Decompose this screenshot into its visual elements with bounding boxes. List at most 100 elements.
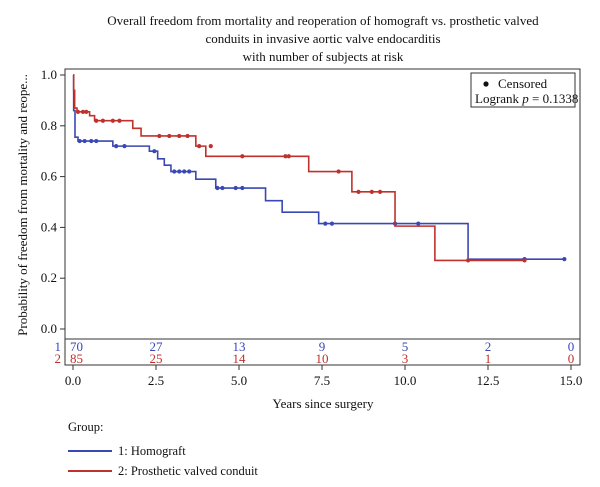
- censor-point: [94, 118, 99, 123]
- censored-label: Censored: [498, 76, 548, 91]
- censor-point: [152, 149, 157, 154]
- legend-swatch-prosthetic: [68, 470, 112, 472]
- x-tick-label: 7.5: [314, 373, 330, 388]
- survival-curve-2: [72, 74, 525, 262]
- at-risk-count: 85: [70, 351, 83, 366]
- x-tick-label: 12.5: [477, 373, 500, 388]
- censor-point: [369, 189, 374, 194]
- censor-point: [122, 144, 127, 149]
- at-risk-count: 14: [233, 351, 247, 366]
- censor-point: [283, 154, 288, 159]
- x-axis-label: Years since surgery: [273, 396, 374, 411]
- censor-point: [167, 133, 172, 139]
- censor-point: [94, 138, 99, 144]
- y-tick-label: 0.2: [41, 270, 57, 285]
- censor-point: [336, 169, 341, 174]
- censor-point: [286, 154, 291, 159]
- logrank-p: p: [521, 91, 529, 106]
- censored-marker-icon: [483, 81, 489, 87]
- censor-point: [114, 144, 119, 149]
- censored-legend-box: Censored Logrank p = 0.1338: [470, 72, 578, 108]
- at-risk-count: 70: [70, 339, 83, 354]
- censor-point: [80, 109, 86, 114]
- censor-point: [215, 185, 220, 191]
- at-risk-row-label: 2: [55, 351, 62, 366]
- censor-point: [82, 138, 87, 144]
- at-risk-count: 3: [402, 351, 409, 366]
- logrank-text: Logrank p = 0.1338: [475, 91, 578, 106]
- y-tick-label: 0.6: [41, 169, 58, 184]
- chart-title: Overall freedom from mortality and reope…: [107, 13, 539, 64]
- censor-point: [84, 109, 89, 114]
- at-risk-count: 25: [150, 351, 163, 366]
- legend-item-prosthetic: 2: Prosthetic valved conduit: [68, 461, 258, 481]
- group-legend-title: Group:: [68, 420, 104, 434]
- logrank-value: = 0.1338: [529, 91, 579, 106]
- chart-title-line-1: Overall freedom from mortality and reope…: [107, 13, 539, 28]
- y-tick-label: 0.0: [41, 321, 57, 336]
- y-axis: 0.0 0.2 0.4 0.6 0.8 1.0: [41, 67, 65, 336]
- series-layer: [72, 74, 567, 263]
- censor-point: [182, 169, 187, 174]
- legend-label-homograft: 1: Homograft: [118, 443, 186, 458]
- at-risk-count: 2: [485, 339, 492, 354]
- censor-point: [172, 169, 177, 174]
- y-tick-label: 0.8: [41, 118, 57, 133]
- censor-point: [197, 144, 202, 149]
- series-2: [72, 74, 527, 263]
- censor-point: [562, 257, 567, 262]
- plot-frame: [64, 68, 581, 366]
- at-risk-count: 13: [233, 339, 246, 354]
- censor-point: [77, 138, 82, 144]
- censor-point: [323, 221, 328, 226]
- legend-swatch-homograft: [68, 450, 112, 452]
- group-legend: Group: 1: Homograft 2: Prosthetic valved…: [68, 420, 258, 481]
- censor-point: [177, 169, 182, 174]
- censor-point: [233, 185, 238, 191]
- x-tick-label: 5.0: [231, 373, 247, 388]
- legend-label-prosthetic: 2: Prosthetic valved conduit: [118, 463, 258, 478]
- x-tick-label: 15.0: [560, 373, 583, 388]
- x-tick-label: 0.0: [65, 373, 81, 388]
- censor-point: [465, 258, 471, 263]
- at-risk-count: 5: [402, 339, 409, 354]
- survival-curve-1: [72, 74, 565, 260]
- logrank-prefix: Logrank: [475, 91, 522, 106]
- legend-item-homograft: 1: Homograft: [68, 441, 258, 461]
- x-tick-label: 2.5: [148, 373, 164, 388]
- at-risk-count: 0: [568, 351, 575, 366]
- censor-point: [157, 133, 162, 139]
- at-risk-row-label: 1: [55, 339, 62, 354]
- at-risk-count: 0: [568, 339, 575, 354]
- censor-point: [208, 144, 213, 149]
- chart-title-line-3: with number of subjects at risk: [243, 49, 404, 64]
- at-risk-table: 1 70 27 13 9 5 2 02 85 25 14 10 3 1 0: [55, 339, 575, 366]
- censor-point: [187, 169, 192, 174]
- at-risk-count: 27: [150, 339, 164, 354]
- x-tick-label: 10.0: [394, 373, 417, 388]
- censor-point: [522, 258, 527, 263]
- censor-point: [240, 154, 245, 159]
- censor-point: [100, 118, 105, 123]
- y-tick-label: 0.4: [41, 219, 58, 234]
- censor-point: [356, 189, 361, 194]
- censor-point: [185, 133, 190, 139]
- censor-point: [378, 189, 383, 194]
- censor-point: [416, 221, 421, 226]
- censor-point: [89, 138, 94, 144]
- y-axis-label: Probability of freedom from mortality an…: [15, 74, 30, 336]
- censor-point: [75, 109, 81, 114]
- at-risk-count: 9: [319, 339, 326, 354]
- x-axis: 0.0 2.5 5.0 7.5 10.0 12.5 15.0: [65, 365, 583, 388]
- censor-point: [240, 185, 245, 191]
- at-risk-count: 1: [485, 351, 492, 366]
- censor-point: [117, 118, 122, 123]
- y-tick-label: 1.0: [41, 67, 57, 82]
- censor-point: [177, 133, 182, 139]
- censor-point: [110, 118, 115, 123]
- at-risk-count: 10: [316, 351, 329, 366]
- censor-point: [329, 221, 335, 226]
- censor-point: [220, 185, 225, 191]
- chart-title-line-2: conduits in invasive aortic valve endoca…: [205, 31, 440, 46]
